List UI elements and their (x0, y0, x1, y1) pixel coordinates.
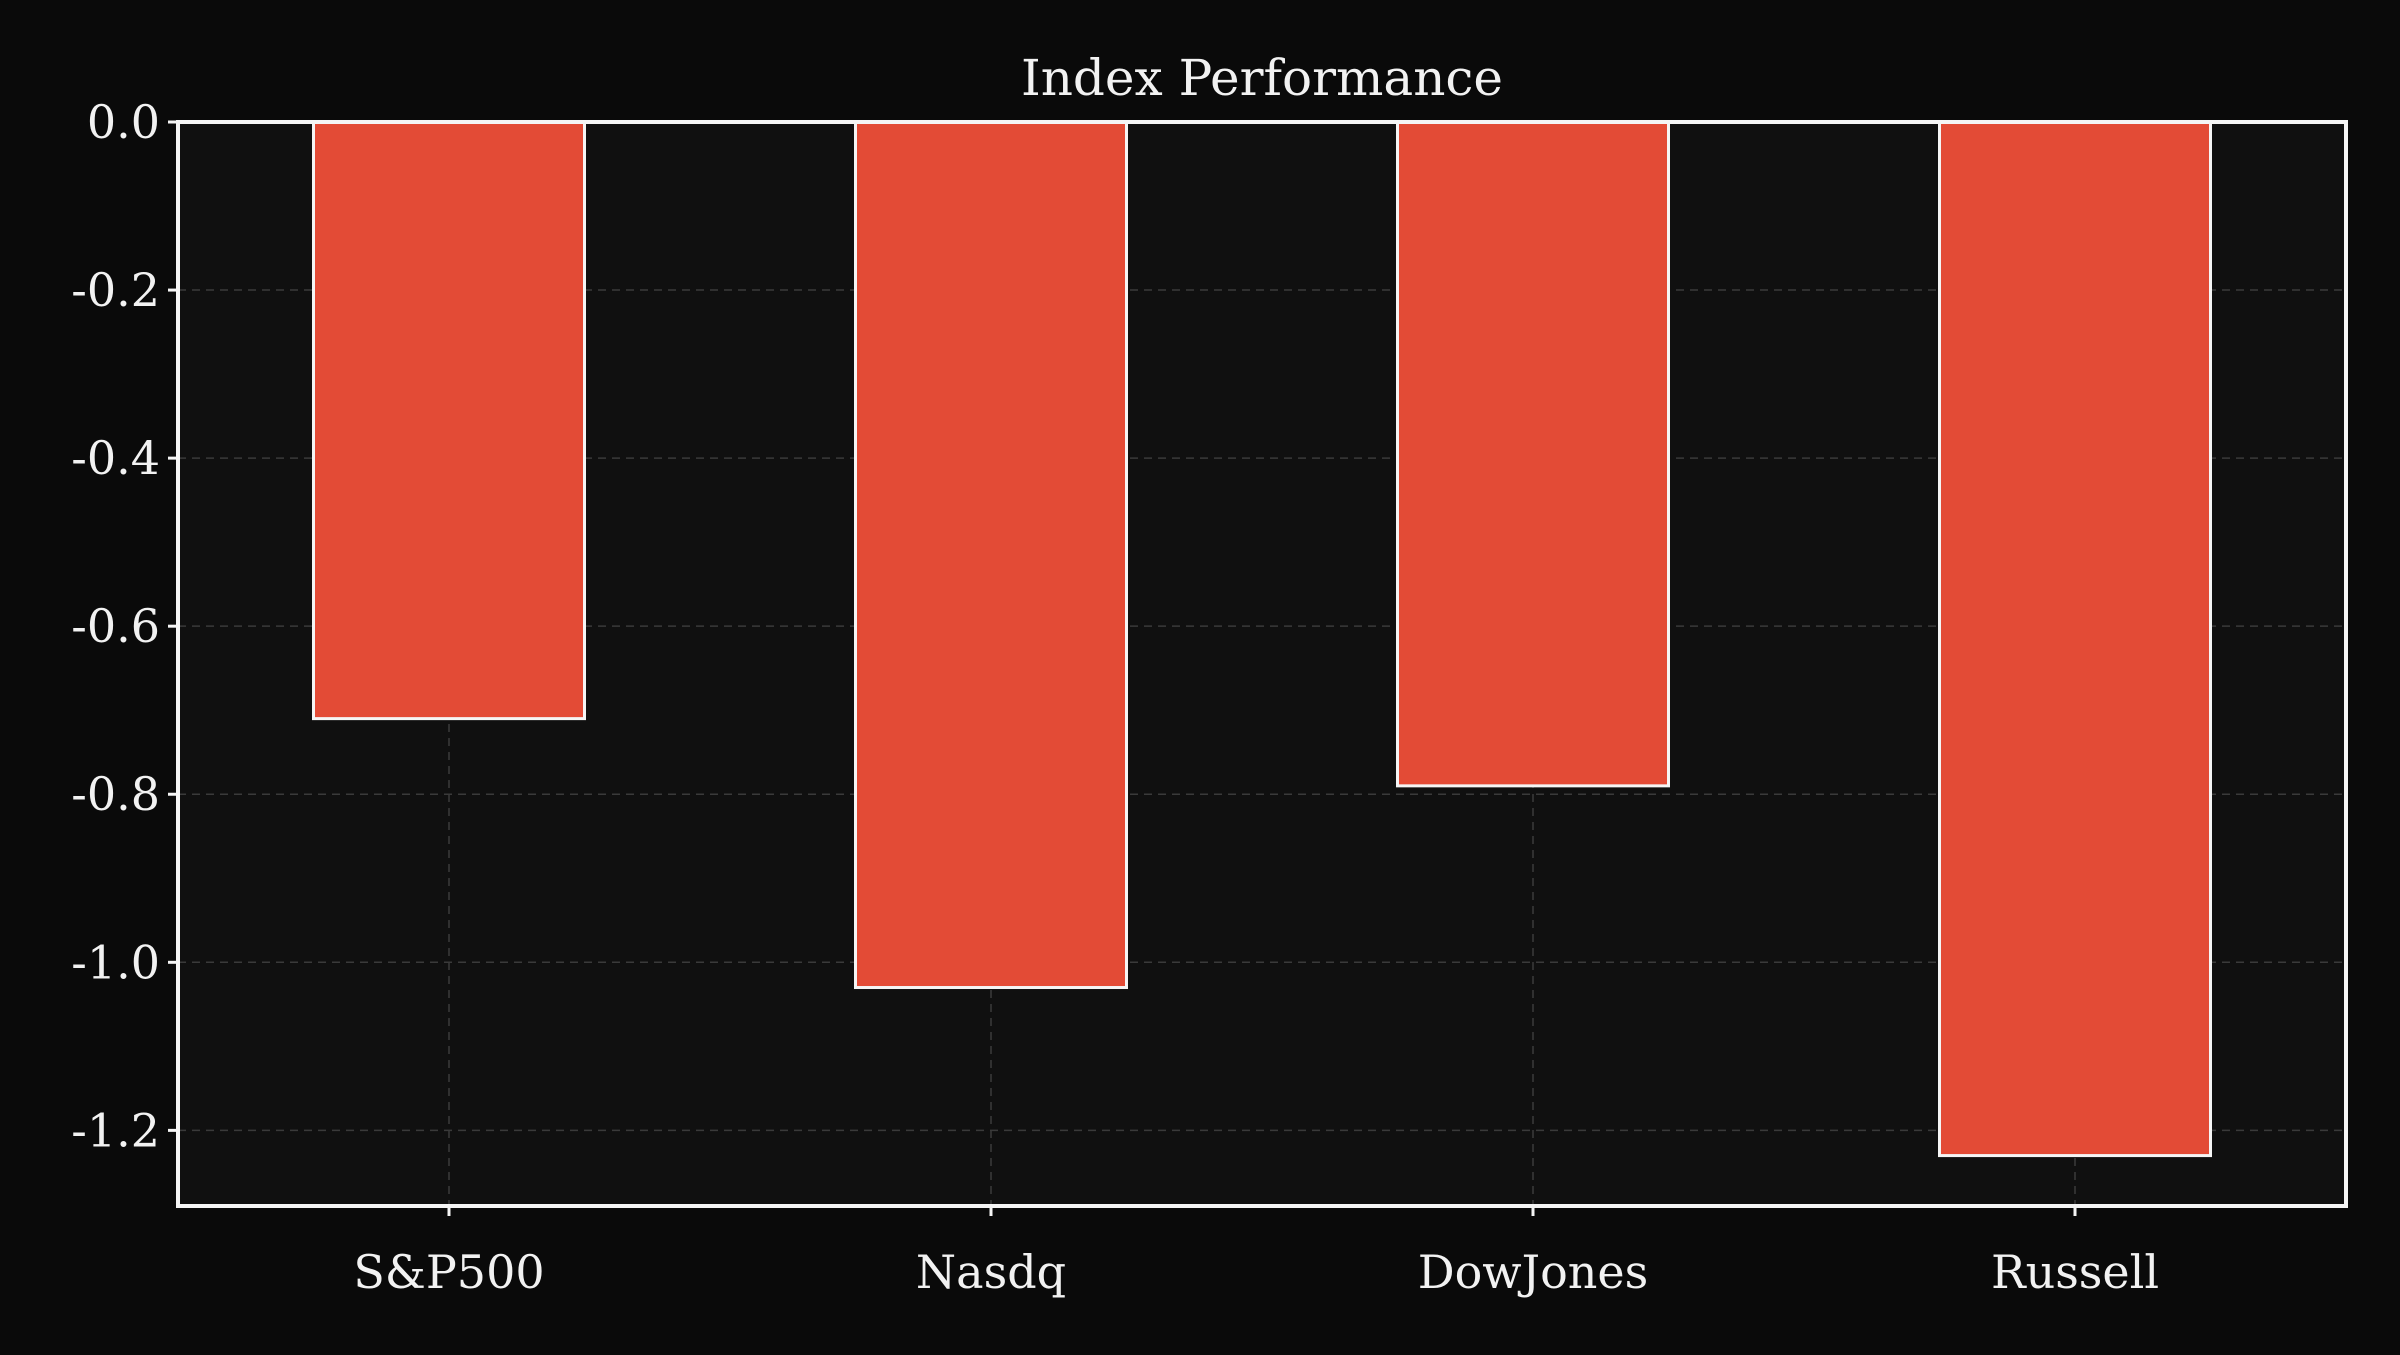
x-tick-label: Russell (1991, 1245, 2159, 1299)
bars (312, 120, 2212, 1158)
bar-nasdq (854, 120, 1128, 990)
y-tick-label: -0.8 (71, 767, 160, 821)
bar-russell (1938, 120, 2212, 1158)
y-tick-label: 0.0 (87, 95, 160, 149)
y-tick-label: -1.0 (71, 935, 160, 989)
chart-title: Index Performance (1021, 49, 1503, 107)
x-axis-ticks: S&P500 Nasdq DowJones Russell (353, 1206, 2159, 1299)
y-tick-label: -0.4 (71, 431, 160, 485)
plot-frame (176, 120, 2348, 1208)
y-tick-label: -1.2 (71, 1103, 160, 1157)
x-tick-label: S&P500 (353, 1245, 544, 1299)
y-axis-ticks: 0.0 -0.2 -0.4 -0.6 -0.8 -1.0 -1.2 (71, 95, 178, 1157)
bar-dowjones (1396, 120, 1670, 788)
x-tick-label: Nasdq (916, 1245, 1066, 1299)
y-tick-label: -0.2 (71, 263, 160, 317)
bar-s-p500 (312, 120, 586, 721)
x-tick-label: DowJones (1418, 1245, 1649, 1299)
y-tick-label: -0.6 (71, 599, 160, 653)
